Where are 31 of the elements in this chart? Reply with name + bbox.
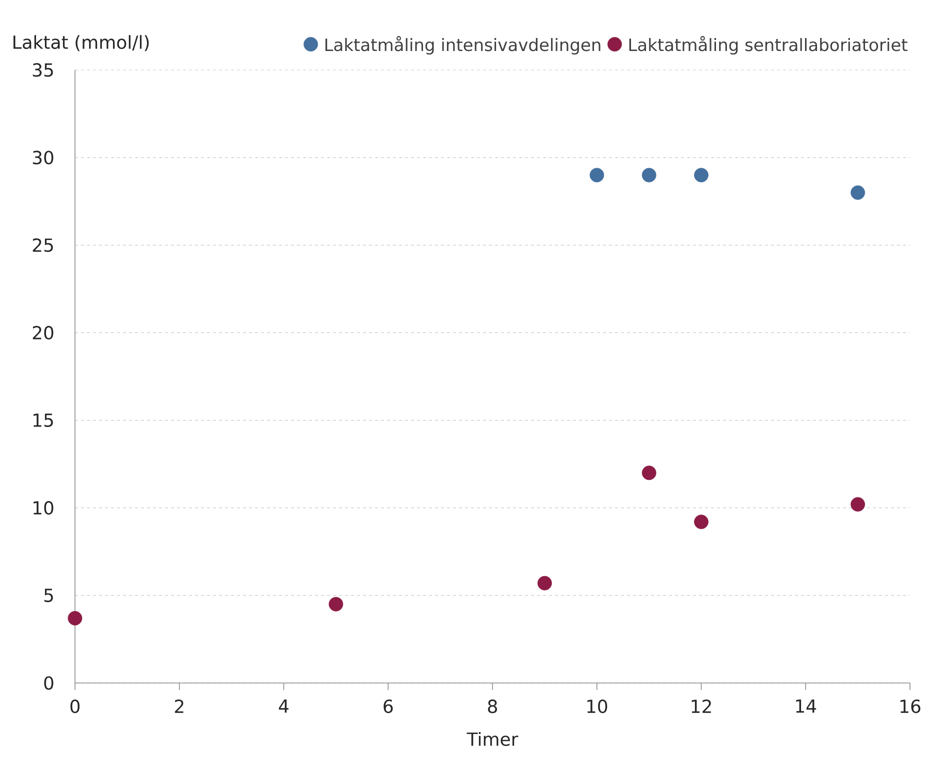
y-tick-label: 10 — [34, 501, 54, 515]
y-tick-label: 15 — [34, 414, 53, 427]
x-tick-label: 10 — [587, 700, 608, 714]
point — [850, 185, 866, 200]
point — [537, 576, 552, 590]
legend-label: Laktatmåling sentrallaboriatoriet — [629, 36, 908, 55]
point — [642, 466, 656, 480]
x-tick-label: 6 — [384, 700, 393, 714]
y-tick-label: 0 — [44, 676, 54, 690]
point — [68, 610, 82, 626]
x-tick-label: 14 — [796, 700, 816, 713]
y-tick-label: 25 — [32, 238, 53, 252]
y-tick-label: 35 — [32, 63, 53, 77]
x-tick-label: 0 — [70, 700, 80, 714]
point — [642, 168, 656, 182]
y-tick-label: 5 — [44, 588, 53, 602]
legend-label: Laktatmåling intensivavdelingen — [325, 36, 600, 55]
y-tick-label: 20 — [32, 326, 54, 340]
x-axis-title: Timer — [466, 732, 518, 746]
point — [590, 168, 604, 182]
point — [694, 514, 708, 530]
x-tick-label: 16 — [900, 700, 920, 714]
x-tick-label: 8 — [488, 700, 498, 714]
point — [694, 168, 708, 182]
y-tick-label: 30 — [32, 150, 54, 164]
y-axis-title: Laktat (mmol/l) — [14, 35, 149, 52]
point — [328, 596, 344, 612]
x-tick-label: 2 — [174, 700, 184, 713]
point — [850, 497, 866, 512]
x-tick-label: 12 — [692, 700, 711, 713]
x-tick-label: 4 — [278, 700, 288, 713]
